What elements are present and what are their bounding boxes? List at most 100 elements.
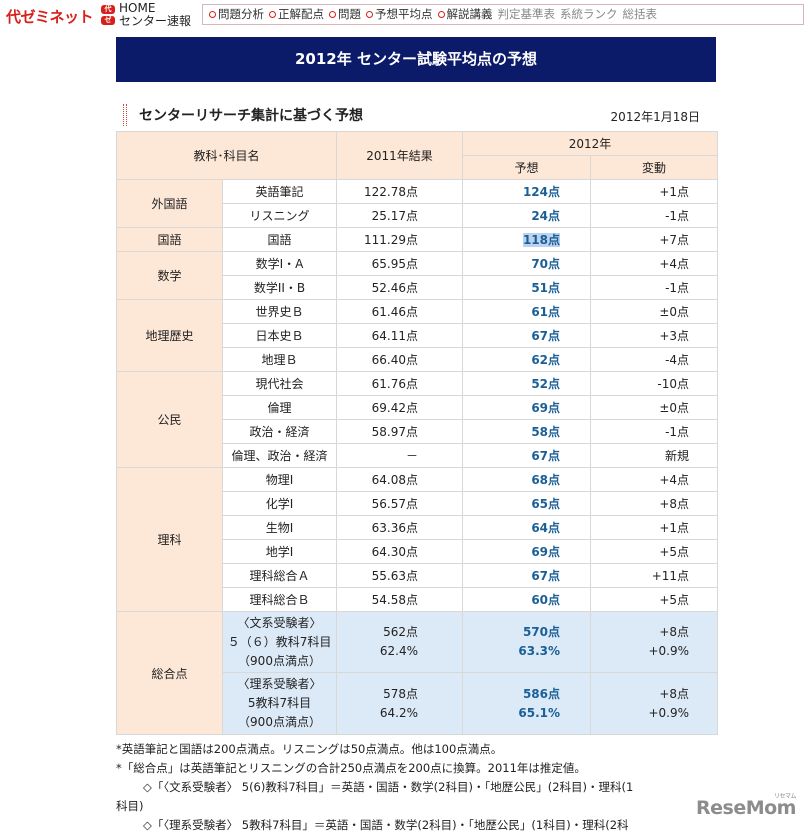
header-2012: 2012年 — [462, 131, 719, 156]
table-row: 総合点 〈文系受験者〉 ５（６）教科7科目 （900点満点） 562点 62.4% 570点… — [116, 611, 719, 735]
subject-cell: 倫理、政治・経済 — [221, 443, 338, 468]
result-2011-cell: 61.46点 — [336, 299, 464, 324]
header-subject: 教科･科目名 — [115, 131, 338, 180]
result-2011-cell: 54.58点 — [336, 587, 464, 612]
prediction-value: 70点 — [531, 257, 561, 271]
nav-item-label: 総括表 — [622, 7, 658, 21]
table-header-row: 予想 変動 — [117, 155, 719, 180]
prediction-value: 124点 — [522, 185, 561, 199]
change-cell: ±0点 — [590, 299, 719, 324]
category-cell: 総合点 — [116, 611, 223, 735]
home-link[interactable]: HOME センター速報 — [119, 2, 191, 28]
result-2011-cell: 61.76点 — [336, 371, 464, 396]
change-cell: +1点 — [590, 515, 719, 540]
table-row: 公民 現代社会 61.76点 52点 -10点 — [116, 371, 719, 468]
subject-cell: 〈文系受験者〉 ５（６）教科7科目 （900点満点） — [221, 611, 338, 673]
section-date: 2012年1月18日 — [610, 110, 700, 124]
nav-item-0[interactable]: 問題分析 — [209, 5, 264, 24]
prediction-value: 69点 — [531, 401, 561, 415]
subject-cell-line: 5教科7科目 — [247, 696, 312, 710]
nav-item-6[interactable]: 系統ランク — [560, 5, 618, 24]
note-3: ◇「〈文系受験者〉 5(6)教科7科目」＝英語・国語・数学(2科目)・「地歴公民… — [143, 780, 634, 794]
prediction-value: 62点 — [531, 353, 561, 367]
prediction-value: 118点 — [522, 233, 561, 247]
table-row: 地学I 64.30点 69点 +5点 — [117, 539, 719, 564]
note-4: 科目) — [116, 799, 144, 813]
result-2011-cell: 562点 62.4% — [336, 611, 464, 673]
subject-cell: 現代社会 — [221, 371, 338, 396]
change-cell: +4点 — [590, 467, 719, 492]
change-cell: +7点 — [590, 227, 719, 252]
nav-item-2[interactable]: 問題 — [329, 5, 361, 24]
nav-item-5[interactable]: 判定基準表 — [498, 5, 556, 24]
result-2011-cell-line: 578点 — [383, 686, 419, 701]
subject-cell: 〈理系受験者〉 5教科7科目 （900点満点） — [221, 672, 338, 735]
result-2011-cell: 64.11点 — [336, 323, 464, 348]
prediction-value: 67点 — [531, 329, 561, 343]
nav-item-3[interactable]: 予想平均点 — [366, 5, 433, 24]
nav-item-4[interactable]: 解説講義 — [437, 5, 493, 24]
prediction-cell: 124点 — [462, 179, 592, 204]
category-cell: 地理歴史 — [116, 299, 223, 372]
change-cell: -1点 — [590, 203, 719, 228]
change-cell: ±0点 — [590, 395, 719, 420]
result-2011-cell-line: 62.4% — [379, 644, 419, 658]
nav-item-label: 予想平均点 — [375, 7, 433, 21]
prediction-cell: 586点 65.1% — [462, 672, 592, 735]
change-cell: -10点 — [590, 371, 719, 396]
table-row: 政治・経済 58.97点 58点 -1点 — [117, 419, 719, 444]
score-table: 教科･科目名 2011年結果 2012年 予想 変動 外国語 英語筆記 122.78点 124点… — [115, 131, 719, 735]
change-cell: +1点 — [590, 179, 719, 204]
category-cell: 公民 — [116, 371, 223, 468]
change-cell-line: +8点 — [659, 625, 690, 639]
prediction-cell: 67点 — [462, 563, 592, 588]
table-header-row: 教科･科目名 2011年結果 2012年 — [115, 131, 719, 180]
subject-cell: 数学I・A — [221, 251, 338, 276]
change-cell: -1点 — [590, 419, 719, 444]
home-label[interactable]: HOME — [119, 1, 156, 15]
table-row: 倫理、政治・経済－ 67点 新規 — [117, 443, 719, 468]
subject-cell: 理科総合Ａ — [221, 563, 338, 588]
result-2011-cell: 64.30点 — [336, 539, 464, 564]
section-marker-icon — [123, 104, 127, 126]
prediction-cell: 58点 — [462, 419, 592, 444]
prediction-cell: 52点 — [462, 371, 592, 396]
section-title: センターリサーチ集計に基づく予想 — [139, 108, 363, 124]
change-cell-line: +8点 — [659, 686, 690, 701]
subject-cell-line: 〈文系受験者〉 — [237, 615, 322, 630]
nav-item-1[interactable]: 正解配点 — [269, 5, 324, 24]
subject-cell: 化学I — [221, 491, 338, 516]
table-row: 数学 数学I・A 65.95点 70点 +4点 — [116, 251, 719, 300]
result-2011-cell: 56.57点 — [336, 491, 464, 516]
category-cell: 理科 — [116, 467, 223, 612]
subject-cell: 地理Ｂ — [221, 347, 338, 372]
subject-cell: 倫理 — [221, 395, 338, 420]
change-cell: +5点 — [590, 539, 719, 564]
change-cell: 新規 — [590, 443, 719, 468]
change-cell-line: +0.9% — [648, 644, 690, 658]
site-logo[interactable]: 代ゼミネット — [6, 8, 94, 26]
category-cell: 数学 — [116, 251, 223, 300]
prediction-cell: 60点 — [462, 587, 592, 612]
prediction-value: 68点 — [531, 473, 561, 487]
logo-mark-icon: 代 ゼ — [101, 5, 115, 25]
home-sublabel[interactable]: センター速報 — [119, 14, 192, 28]
table-row: 〈理系受験者〉 5教科7科目 （900点満点） 578点 64.2% 586点 65.1% +… — [117, 672, 719, 735]
notes: *英語筆記と国語は200点満点。リスニングは50点満点。他は100点満点。 *「… — [116, 740, 807, 835]
subject-cell-line: ５（６）教科7科目 — [227, 634, 332, 649]
result-2011-cell: 122.78点 — [336, 179, 464, 204]
category-cell: 外国語 — [116, 179, 223, 228]
prediction-cell-line: 586点 — [522, 686, 561, 701]
subject-cell: 国語 — [221, 227, 338, 252]
subject-cell: 日本史Ｂ — [221, 323, 338, 348]
subject-cell-line: （900点満点） — [238, 653, 321, 668]
page-title: 2012年 センター試験平均点の予想 — [116, 37, 716, 82]
nav-item-7[interactable]: 総括表 — [623, 5, 658, 24]
result-2011-cell: － — [336, 443, 464, 468]
nav-item-label: 系統ランク — [560, 7, 618, 21]
prediction-cell-line: 63.3% — [518, 644, 561, 658]
result-2011-cell: 63.36点 — [336, 515, 464, 540]
prediction-value: 58点 — [531, 425, 561, 439]
result-2011-cell: 578点 64.2% — [336, 672, 464, 735]
nav-bullet-icon — [209, 11, 216, 18]
